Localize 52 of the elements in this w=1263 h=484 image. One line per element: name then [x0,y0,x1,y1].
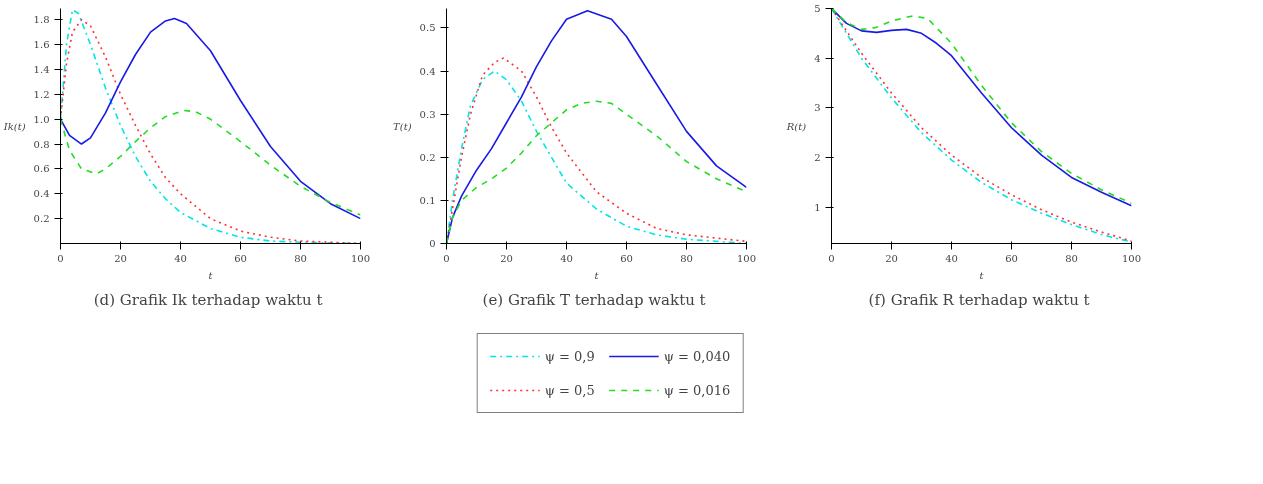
x-tick-label: 80 [680,252,693,264]
legend-label: ψ = 0,016 [663,382,731,398]
x-tick-label: 80 [1065,252,1078,264]
y-tick-label: 1.4 [33,63,50,75]
y-tick-label: 0.3 [419,108,436,120]
y-tick-label: 0.8 [33,138,50,150]
y-tick-label: 0.2 [419,151,436,163]
x-tick-label: 40 [945,252,958,264]
x-tick-label: 100 [350,252,371,264]
x-tick-label: 20 [885,252,898,264]
y-tick-label: 0.6 [33,163,50,175]
y-tick-label: 0.4 [33,188,50,200]
x-tick-label: 100 [736,252,757,264]
text: (f) Grafik R terhadap waktu t [868,290,1090,309]
x-tick-label: 20 [114,252,127,264]
legend-label: ψ = 0,5 [544,382,595,398]
x-axis-title: t [208,269,214,281]
x-tick-label: 20 [500,252,513,264]
y-tick-label: 4 [814,52,821,64]
x-tick-label: 60 [234,252,247,264]
x-tick-label: 0 [57,252,64,264]
y-tick-label: 1 [814,201,821,213]
x-tick-label: 40 [560,252,573,264]
y-tick-label: 0.1 [419,194,436,206]
legend-label: ψ = 0,9 [544,348,595,364]
y-tick-label: 1.0 [33,113,50,125]
x-tick-label: 0 [828,252,835,264]
x-axis-title: t [594,269,600,281]
y-tick-label: 0.2 [33,213,50,225]
x-tick-label: 60 [1005,252,1018,264]
x-axis-title: t [979,269,985,281]
y-tick-label: 1.8 [33,14,50,26]
y-tick-label: 3 [814,102,821,114]
y-tick-label: 0.4 [419,65,436,77]
x-tick-label: 0 [443,252,450,264]
text: (e) Grafik T terhadap waktu t [482,290,706,309]
y-tick-label: 1.6 [33,39,50,51]
y-axis-title: Ik(t) [2,120,26,132]
y-axis-title: R(t) [785,120,807,132]
y-tick-label: 2 [814,152,821,164]
y-tick-label: 0 [429,238,436,249]
y-tick-label: 0.5 [419,22,436,34]
y-axis-title: T(t) [393,120,412,132]
x-tick-label: 80 [294,252,307,264]
line-series [60,109,361,216]
legend-label: ψ = 0,040 [663,348,731,364]
text: (d) Grafik Ik terhadap waktu t [93,290,323,309]
y-tick-label: 5 [814,3,821,14]
x-tick-label: 40 [174,252,187,264]
x-tick-label: 100 [1121,252,1142,264]
y-tick-label: 1.2 [33,88,50,100]
x-tick-label: 60 [620,252,633,264]
